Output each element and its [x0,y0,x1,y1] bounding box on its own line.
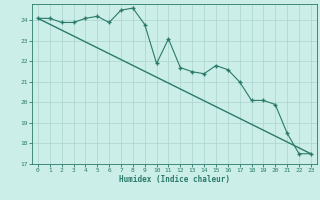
X-axis label: Humidex (Indice chaleur): Humidex (Indice chaleur) [119,175,230,184]
